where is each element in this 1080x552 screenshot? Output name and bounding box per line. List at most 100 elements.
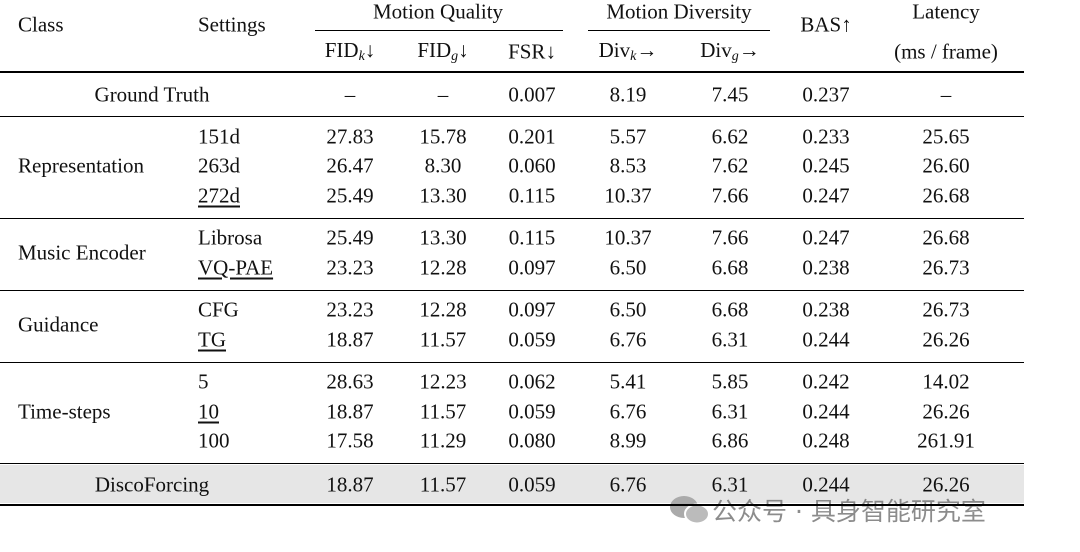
cell: 7.66 (711, 183, 749, 207)
cell: 5.57 (609, 124, 647, 148)
cell: 6.76 (609, 399, 647, 423)
cell: 12.28 (419, 297, 467, 322)
cell: 6.31 (711, 327, 749, 351)
cell: 11.57 (419, 472, 467, 497)
cell: 12.23 (419, 369, 467, 394)
cell: 8.19 (609, 82, 647, 107)
rule-line (0, 504, 1024, 506)
cell: 0.062 (508, 369, 556, 394)
cell: 6.50 (609, 255, 647, 279)
watermark: 公众号 · 具身智能研究室 (668, 492, 986, 528)
rule-line (0, 289, 1024, 291)
cell: 0.242 (802, 369, 850, 394)
cell: 8.53 (609, 153, 647, 178)
group-class: Music Encoder (18, 240, 146, 265)
setting: Librosa (198, 225, 263, 250)
column-header: Divg→ (700, 40, 760, 64)
cell: 25.49 (326, 225, 374, 250)
cell: 0.233 (802, 124, 850, 148)
cell: 0.238 (802, 255, 850, 279)
cell: 26.68 (922, 183, 970, 207)
cell: 11.57 (419, 327, 467, 351)
rule-line (0, 463, 1024, 464)
cell: 0.238 (802, 297, 850, 322)
column-header-base: FID (324, 38, 359, 62)
cell: 6.31 (711, 399, 749, 423)
cell: 0.059 (508, 472, 556, 497)
cell: 8.99 (609, 428, 647, 453)
cell: 261.91 (917, 428, 975, 453)
group-class: Guidance (18, 312, 99, 337)
cell: 7.62 (711, 153, 749, 178)
cell: 25.49 (326, 183, 374, 207)
cell: 0.248 (802, 428, 850, 453)
cell: 23.23 (326, 255, 374, 279)
rule-line (0, 217, 1024, 219)
cell: 26.73 (922, 297, 970, 322)
cell: 11.29 (419, 428, 467, 453)
column-header: Divk→ (599, 40, 658, 64)
cell: 0.247 (802, 225, 850, 250)
cell: 0.244 (802, 327, 850, 351)
cell: 12.28 (419, 255, 467, 279)
cell: 26.26 (922, 399, 970, 423)
header-group: Motion Diversity (606, 0, 752, 24)
rule-line (0, 361, 1024, 363)
cell: 14.02 (922, 369, 970, 394)
group-class: Time-steps (18, 399, 111, 423)
cell: 18.87 (326, 472, 374, 497)
wechat-icon (670, 496, 710, 525)
cell: 0.097 (508, 255, 556, 279)
cell: 26.68 (922, 225, 970, 250)
header-settings: Settings (198, 12, 266, 37)
cell: 18.87 (326, 399, 374, 423)
column-header-sub: g (451, 49, 459, 64)
row-label: DiscoForcing (94, 472, 210, 497)
setting: 151d (198, 124, 240, 148)
cell: – (940, 82, 952, 107)
cell: 26.47 (326, 153, 374, 178)
cell: 6.68 (711, 297, 749, 322)
setting: TG (198, 327, 226, 351)
header-bas: BAS↑ (800, 12, 852, 37)
column-header-arrow: ↓ (458, 38, 469, 62)
cell: 8.30 (424, 153, 462, 178)
cell: 0.059 (508, 399, 556, 423)
row-label: Ground Truth (94, 82, 210, 107)
cell: 11.57 (419, 399, 467, 423)
cell: 26.60 (922, 153, 970, 178)
cell: 0.007 (508, 82, 556, 107)
header-group: Motion Quality (372, 0, 504, 24)
column-header-sub: g (731, 49, 739, 64)
column-header-arrow: ↓ (545, 39, 556, 64)
cell: 27.83 (326, 124, 374, 148)
cell: 0.244 (802, 399, 850, 423)
setting: CFG (198, 297, 239, 322)
cell: – (344, 82, 356, 107)
column-header-base: FID (417, 38, 452, 62)
setting: 10 (198, 399, 219, 423)
column-header-base: Div (598, 38, 631, 62)
cell: 26.26 (922, 327, 970, 351)
setting: 272d (198, 183, 240, 207)
cell: 0.097 (508, 297, 556, 322)
cell: 7.45 (711, 82, 749, 107)
column-header-arrow: → (738, 38, 760, 62)
cell: 0.247 (802, 183, 850, 207)
cell: 6.31 (711, 472, 749, 497)
cell: 10.37 (604, 183, 652, 207)
column-header-arrow: → (636, 38, 658, 62)
cell: 6.86 (711, 428, 749, 453)
cell: 0.201 (508, 124, 556, 148)
cell: 0.244 (802, 472, 850, 497)
cell: 25.65 (922, 124, 970, 148)
cell: 0.060 (508, 153, 556, 178)
cell: 0.237 (802, 82, 850, 107)
cell: 6.50 (609, 297, 647, 322)
setting: VQ-PAE (198, 255, 274, 279)
cell: 13.30 (419, 183, 467, 207)
rule-line (0, 116, 1024, 117)
cell: 18.87 (326, 327, 374, 351)
cell: 0.115 (508, 225, 556, 250)
